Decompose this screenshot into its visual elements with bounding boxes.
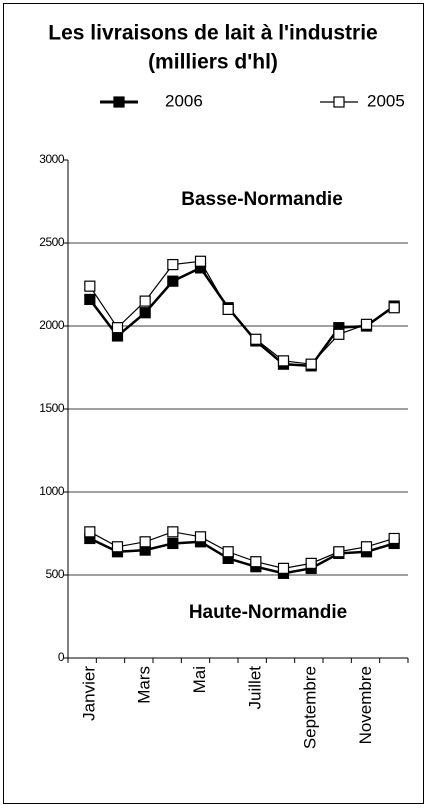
- data-point: [194, 255, 207, 267]
- data-point: [360, 318, 373, 330]
- data-point: [277, 562, 290, 574]
- x-tick-label: Mars: [135, 666, 154, 704]
- data-point: [388, 302, 400, 314]
- y-tick-label: 0: [58, 650, 65, 664]
- data-point: [305, 557, 317, 569]
- chart-subtitle: (milliers d'hl): [148, 51, 278, 74]
- data-point: [222, 303, 234, 315]
- data-point: [139, 536, 151, 548]
- annotation: Basse-Normandie: [181, 189, 343, 210]
- y-tick-label: 2500: [39, 235, 65, 249]
- data-point: [84, 280, 96, 292]
- data-point: [333, 546, 345, 558]
- data-point: [111, 541, 124, 553]
- chart-title: Les livraisons de lait à l'industrie: [48, 22, 377, 45]
- y-tick-label: 1500: [39, 401, 65, 415]
- x-tick-label: Juillet: [245, 666, 264, 710]
- x-tick-label: Novembre: [356, 666, 375, 744]
- x-tick-label: Mai: [190, 666, 209, 693]
- y-tick-label: 500: [45, 567, 64, 581]
- data-point: [222, 546, 234, 558]
- y-tick-label: 1000: [39, 484, 65, 498]
- data-point: [388, 532, 400, 545]
- data-point: [277, 355, 290, 367]
- legend-marker: [113, 96, 125, 108]
- legend-label: 2006: [165, 91, 203, 110]
- data-point: [167, 526, 179, 538]
- y-tick-label: 3000: [39, 152, 65, 166]
- data-point: [194, 531, 207, 543]
- legend-marker: [333, 96, 345, 108]
- data-point: [84, 526, 96, 538]
- data-point: [333, 328, 345, 340]
- legend-label: 2005: [367, 91, 405, 110]
- data-point: [167, 537, 179, 550]
- data-point: [250, 556, 262, 568]
- data-point: [250, 333, 262, 345]
- data-point: [167, 275, 179, 287]
- data-point: [139, 295, 151, 307]
- annotation: Haute-Normandie: [189, 602, 347, 623]
- data-point: [139, 307, 151, 319]
- frame: [3, 3, 424, 804]
- x-tick-label: Septembre: [301, 666, 320, 749]
- x-tick-label: Janvier: [79, 666, 98, 721]
- data-point: [84, 293, 96, 306]
- data-point: [360, 541, 373, 553]
- data-point: [305, 358, 317, 370]
- y-tick-label: 2000: [39, 318, 65, 332]
- data-point: [111, 322, 124, 334]
- data-point: [167, 258, 179, 271]
